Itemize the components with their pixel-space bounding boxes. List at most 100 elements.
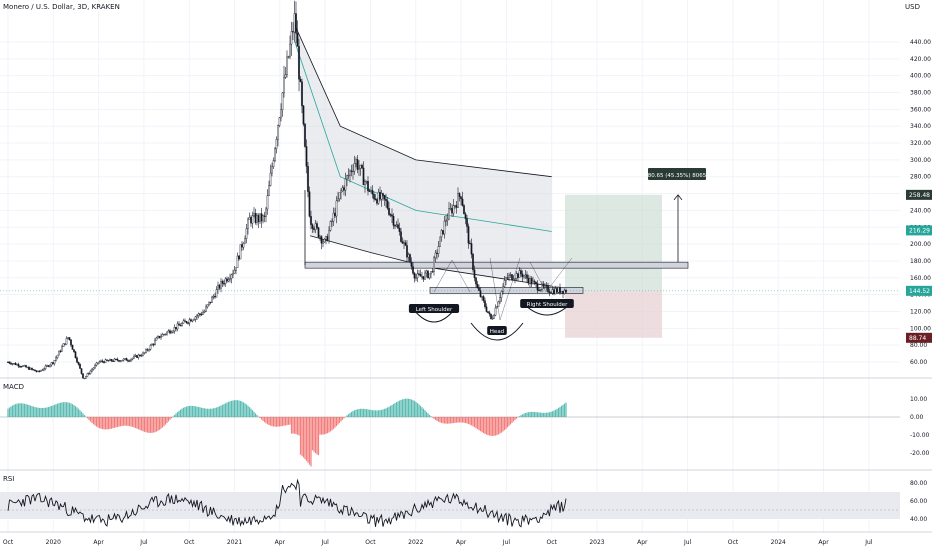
candle (466, 214, 468, 233)
candle-body (407, 254, 410, 258)
candle (139, 354, 141, 357)
candle-body (229, 278, 231, 280)
macd-bar (308, 417, 311, 465)
macd-bar (286, 417, 288, 426)
candle (340, 188, 342, 200)
candle-body (7, 361, 9, 364)
candle-body (175, 327, 177, 330)
macd-bar (469, 417, 471, 425)
macd-bar (155, 417, 158, 432)
candle (67, 337, 69, 340)
macd-bar (268, 417, 270, 426)
price-tick: 400.00 (910, 73, 931, 80)
candle (416, 269, 419, 283)
candle-body (536, 283, 539, 291)
price-label: 144.52 (909, 288, 930, 295)
candle (338, 192, 341, 202)
macd-bar (511, 417, 513, 423)
macd-label: MACD (3, 383, 24, 391)
candle (110, 358, 113, 363)
candle-body (239, 244, 242, 260)
candle-body (359, 164, 362, 169)
candle-body (178, 323, 180, 326)
candle-body (133, 355, 135, 359)
candle-body (31, 367, 33, 370)
candle-body (559, 287, 561, 294)
macd-bar (355, 409, 357, 417)
candle (92, 367, 95, 371)
candle-body (313, 228, 315, 230)
candle-body (301, 81, 303, 107)
candle-body (272, 160, 275, 167)
macd-bar (275, 417, 278, 427)
candle (238, 255, 240, 261)
x-tick: Oct (3, 539, 14, 546)
candle-body (247, 219, 249, 229)
candle (152, 343, 155, 347)
x-tick: Apr (93, 539, 104, 546)
macd-bar (316, 417, 318, 455)
macd-bar (331, 417, 333, 431)
macd-bar (437, 417, 440, 422)
macd-bar (550, 411, 552, 417)
candle (529, 275, 531, 288)
candle (508, 272, 510, 282)
price-tick: 180.00 (910, 258, 931, 265)
candle-body (452, 205, 455, 214)
candle-body (410, 261, 413, 267)
macd-bar (296, 417, 299, 435)
x-tick: Jul (683, 539, 692, 546)
candle (248, 212, 251, 220)
macd-bar (347, 414, 350, 417)
candle-body (209, 301, 212, 303)
macd-bar (565, 402, 567, 417)
candle-body (296, 32, 299, 47)
candle-body (316, 223, 318, 228)
macd-bar (443, 417, 446, 424)
candle-body (524, 274, 527, 277)
macd-bar (61, 402, 63, 417)
candle-body (203, 311, 206, 313)
macd-bar (97, 417, 99, 428)
macd-bar (133, 417, 135, 428)
candle-body (68, 337, 71, 341)
macd-bar (518, 416, 521, 417)
candle (145, 348, 147, 354)
candle-body (46, 365, 48, 367)
macd-bar (145, 417, 147, 433)
candle-body (325, 236, 327, 240)
candle-body (85, 376, 87, 379)
macd-bar (431, 417, 434, 418)
macd-tick: -20.00 (910, 450, 930, 457)
candle (503, 275, 506, 288)
candle (560, 291, 563, 294)
candle (53, 359, 56, 366)
macd-bar (92, 417, 95, 425)
candle-body (245, 228, 248, 239)
candle-body (146, 349, 149, 351)
macd-bar (265, 417, 267, 424)
candle (43, 367, 45, 372)
macd-bar (334, 417, 336, 428)
candle-body (112, 360, 114, 362)
macd-bar (361, 408, 363, 417)
candle (284, 66, 287, 79)
candle-body (143, 352, 146, 354)
candle (221, 279, 224, 288)
candle (140, 353, 143, 358)
macd-bar (466, 417, 468, 424)
macd-bar (241, 401, 243, 417)
candle-body (496, 306, 498, 309)
price-tick: 440.00 (910, 39, 931, 46)
candle (41, 368, 44, 371)
macd-bar (142, 417, 144, 432)
candle-body (355, 159, 357, 164)
candle-body (100, 360, 102, 362)
x-tick: Oct (184, 539, 195, 546)
candle-body (362, 167, 365, 186)
candle (188, 317, 191, 327)
candle (254, 208, 257, 225)
candle (197, 312, 200, 319)
macd-bar (280, 417, 282, 427)
